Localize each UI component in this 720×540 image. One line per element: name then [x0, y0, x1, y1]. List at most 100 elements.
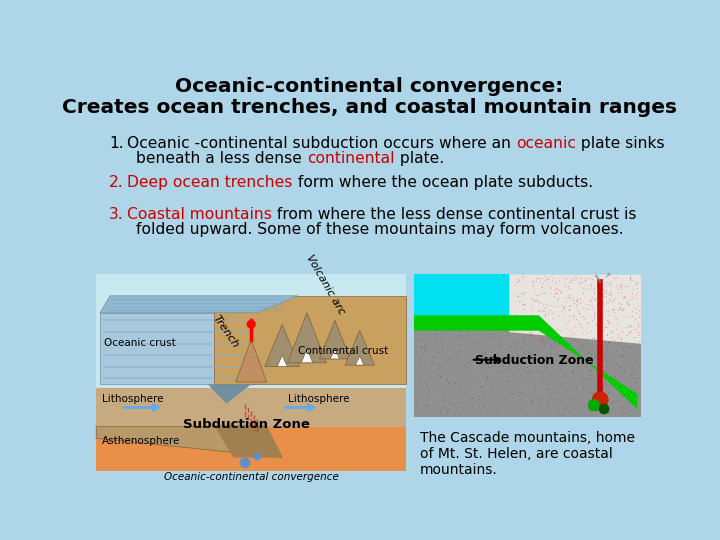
Point	[433, 343, 445, 352]
Point	[570, 301, 582, 310]
Point	[441, 358, 453, 367]
Point	[528, 296, 539, 305]
Bar	[414, 274, 641, 417]
Point	[541, 337, 552, 346]
Point	[592, 355, 603, 363]
Point	[534, 401, 546, 409]
Point	[629, 280, 640, 288]
Point	[434, 409, 446, 417]
Point	[430, 357, 441, 366]
Point	[562, 317, 574, 326]
Point	[615, 336, 626, 345]
Point	[625, 327, 636, 336]
Point	[444, 355, 455, 363]
Point	[566, 376, 577, 385]
Point	[589, 396, 600, 405]
Point	[583, 410, 595, 419]
Point	[503, 362, 515, 370]
Point	[588, 309, 600, 318]
Point	[436, 328, 447, 336]
Point	[598, 404, 610, 413]
Point	[539, 309, 551, 318]
Point	[580, 330, 591, 339]
Point	[580, 332, 591, 340]
Point	[501, 328, 513, 336]
Point	[618, 368, 630, 377]
Point	[613, 381, 625, 390]
Point	[558, 273, 570, 282]
Point	[621, 353, 633, 362]
Point	[532, 274, 544, 283]
Point	[505, 342, 517, 350]
Point	[461, 390, 472, 399]
Point	[504, 409, 516, 418]
Point	[441, 408, 453, 416]
Point	[507, 336, 518, 345]
Point	[540, 275, 552, 284]
Point	[577, 304, 589, 313]
Point	[419, 344, 431, 353]
Point	[534, 396, 545, 405]
Point	[420, 339, 432, 347]
Point	[516, 409, 528, 418]
Point	[602, 407, 613, 415]
Point	[565, 382, 577, 390]
Point	[479, 335, 490, 344]
Point	[518, 305, 529, 313]
Point	[543, 274, 554, 283]
Point	[512, 338, 523, 347]
Point	[615, 337, 626, 346]
Point	[624, 274, 635, 282]
Point	[448, 351, 459, 360]
Point	[631, 396, 642, 404]
Point	[503, 364, 515, 373]
Point	[625, 390, 636, 399]
Point	[571, 334, 582, 343]
Point	[618, 292, 630, 300]
Point	[630, 290, 642, 299]
Point	[610, 395, 621, 404]
Point	[583, 389, 595, 397]
Point	[580, 276, 591, 285]
Point	[452, 374, 464, 382]
Point	[420, 377, 431, 386]
Point	[487, 390, 499, 399]
Point	[552, 294, 563, 302]
Point	[549, 342, 561, 351]
Point	[462, 337, 473, 346]
Point	[607, 330, 618, 339]
Point	[634, 345, 645, 354]
Point	[539, 342, 550, 350]
Point	[534, 278, 546, 286]
Point	[585, 370, 597, 379]
Point	[467, 336, 479, 345]
Polygon shape	[96, 427, 282, 457]
Point	[617, 352, 629, 360]
Point	[617, 405, 629, 414]
Point	[501, 340, 513, 349]
Point	[616, 280, 628, 288]
Point	[532, 322, 544, 331]
Point	[609, 311, 621, 320]
Point	[549, 360, 560, 368]
Text: beneath a less dense: beneath a less dense	[137, 151, 307, 166]
Point	[555, 325, 567, 334]
Point	[629, 374, 641, 383]
Point	[617, 327, 629, 336]
Point	[454, 383, 466, 392]
Point	[559, 369, 571, 378]
Point	[560, 320, 572, 328]
Point	[492, 342, 503, 350]
Point	[537, 300, 549, 309]
Point	[546, 340, 557, 349]
Point	[464, 360, 475, 369]
Point	[626, 342, 637, 350]
Point	[560, 323, 572, 332]
Point	[586, 292, 598, 301]
Polygon shape	[208, 384, 251, 403]
Point	[567, 296, 579, 305]
Bar	[96, 388, 406, 427]
Point	[582, 339, 594, 347]
Point	[506, 390, 518, 399]
Point	[513, 275, 524, 284]
